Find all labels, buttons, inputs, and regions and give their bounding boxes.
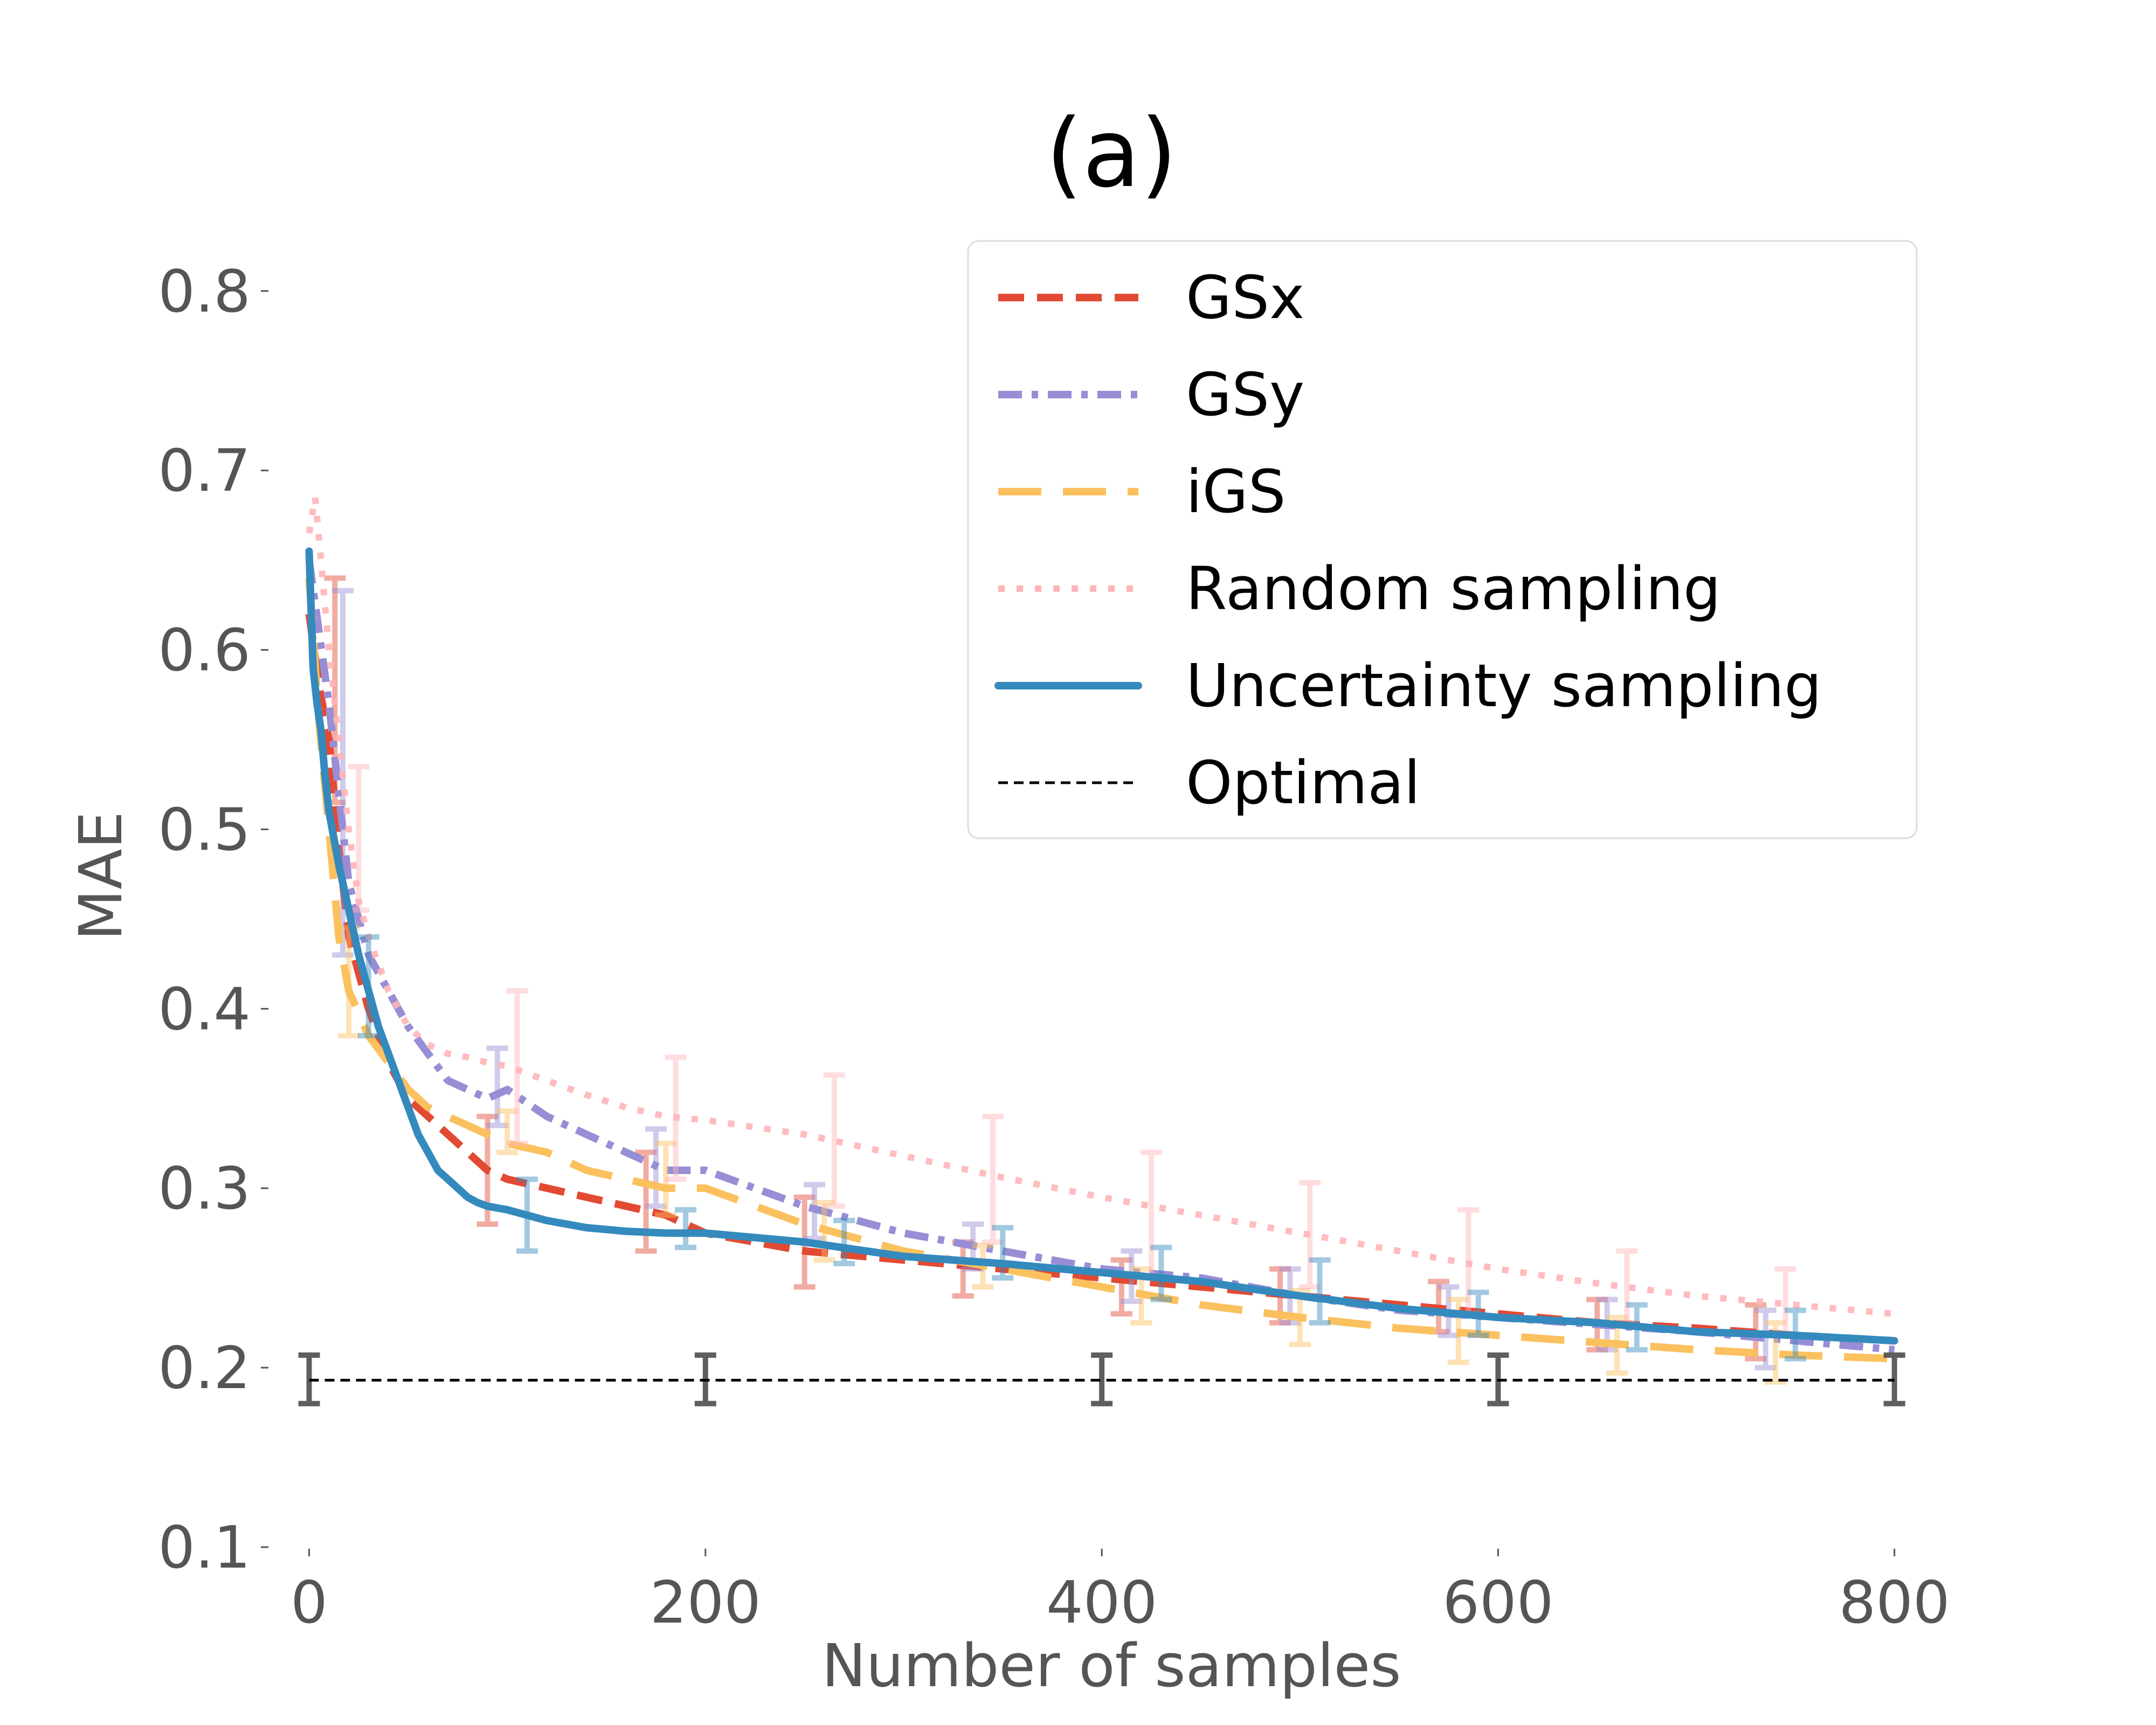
x-axis-label: Number of samples (821, 1631, 1401, 1700)
y-tick-label: 0.7 (158, 438, 251, 505)
series-uncertainty-sampling (305, 547, 1898, 1362)
error-bar (1091, 1352, 1113, 1406)
error-bar (992, 1225, 1014, 1281)
y-tick-label: 0.8 (158, 258, 251, 326)
y-axis-label: MAE (66, 811, 135, 941)
series-line-igs (305, 578, 1895, 1363)
series-igs (305, 578, 1895, 1385)
error-bar (982, 1114, 1004, 1245)
y-tick-label: 0.6 (158, 617, 251, 685)
error-bar (833, 1218, 855, 1267)
legend-label-gsy: GSy (1186, 360, 1304, 429)
error-bar (486, 1045, 508, 1128)
error-bar (1754, 1307, 1777, 1371)
y-tick-label: 0.1 (158, 1514, 251, 1582)
y-tick-label: 0.2 (158, 1335, 251, 1402)
series-optimal (298, 1352, 1905, 1406)
legend-label-random-sampling: Random sampling (1186, 554, 1721, 623)
legend-label-gsx: GSx (1186, 263, 1304, 332)
y-tick-label: 0.5 (158, 796, 251, 864)
series-random-sampling (306, 494, 1895, 1338)
error-bar (655, 1141, 677, 1218)
x-axis-ticks: 0 200 400 600 800 (291, 1549, 1950, 1637)
y-tick-label: 0.4 (158, 976, 251, 1043)
error-bar (823, 1072, 845, 1209)
error-bar (496, 1108, 519, 1155)
x-tick-label: 0 (291, 1569, 328, 1637)
chart-title: (a) (1046, 99, 1177, 209)
x-tick-label: 200 (650, 1569, 761, 1637)
error-bar (1309, 1257, 1331, 1326)
error-bar (675, 1207, 697, 1251)
series-line-uncertainty-sampling (305, 547, 1898, 1345)
legend-label-uncertainty-sampling: Uncertainty sampling (1186, 651, 1822, 720)
legend-label-igs: iGS (1186, 457, 1286, 526)
legend: GSx GSy iGS Random sampling Uncertainty samp… (967, 240, 1918, 839)
x-tick-label: 600 (1442, 1569, 1553, 1637)
x-tick-label: 400 (1046, 1569, 1157, 1637)
legend-label-optimal: Optimal (1186, 748, 1420, 817)
y-tick-label: 0.3 (158, 1155, 251, 1223)
legend-frame (967, 240, 1918, 839)
series-plot-area (298, 494, 1905, 1406)
error-bar (1883, 1352, 1905, 1406)
y-axis-ticks: 0.1 0.2 0.3 0.4 0.5 0.6 0.7 0.8 (158, 258, 268, 1582)
x-tick-label: 800 (1839, 1569, 1950, 1637)
error-bar (1150, 1245, 1172, 1302)
